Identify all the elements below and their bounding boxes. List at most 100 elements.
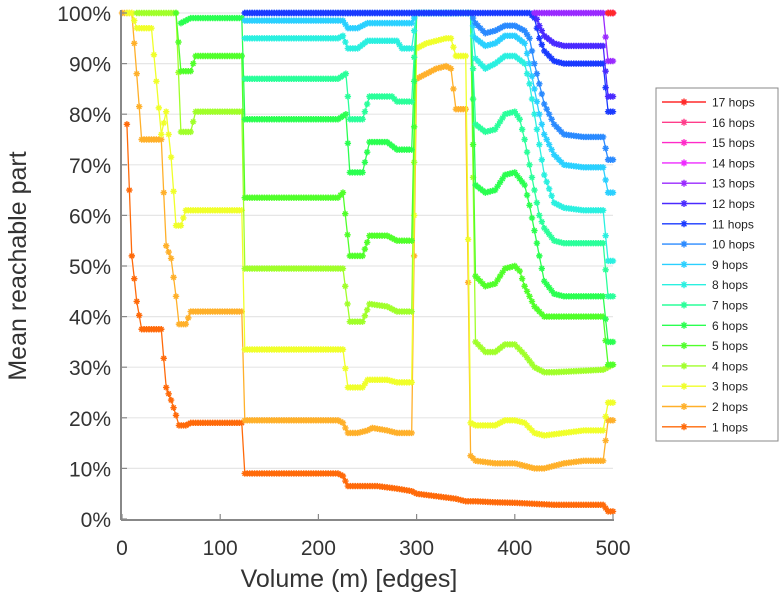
data-point bbox=[423, 70, 430, 77]
data-point bbox=[599, 313, 607, 320]
data-point bbox=[602, 315, 609, 323]
data-point bbox=[531, 85, 538, 93]
data-point bbox=[511, 341, 518, 348]
data-point bbox=[516, 116, 523, 123]
data-point bbox=[410, 212, 418, 219]
data-point bbox=[599, 164, 607, 171]
data-point bbox=[479, 280, 487, 287]
data-point bbox=[484, 64, 491, 71]
data-point bbox=[337, 471, 344, 478]
data-point bbox=[342, 111, 350, 118]
data-point bbox=[447, 65, 455, 72]
data-point bbox=[599, 133, 607, 141]
data-point bbox=[474, 275, 482, 282]
data-point bbox=[479, 346, 487, 353]
legend-label: 10 hops bbox=[712, 238, 755, 252]
data-point bbox=[415, 43, 423, 51]
data-point bbox=[602, 504, 609, 512]
data-point bbox=[356, 23, 364, 31]
data-point bbox=[538, 41, 546, 48]
data-point bbox=[545, 111, 553, 118]
data-point bbox=[514, 23, 521, 31]
data-point bbox=[489, 61, 496, 69]
data-point bbox=[472, 338, 479, 346]
data-point bbox=[361, 108, 369, 115]
data-point bbox=[602, 67, 609, 75]
data-point bbox=[680, 220, 688, 228]
data-point bbox=[474, 22, 482, 29]
data-point bbox=[518, 348, 526, 356]
data-point bbox=[521, 60, 528, 67]
data-point bbox=[359, 169, 366, 176]
data-point bbox=[550, 121, 558, 128]
data-point bbox=[609, 156, 617, 163]
data-point bbox=[602, 84, 609, 91]
data-point bbox=[339, 346, 347, 353]
data-point bbox=[150, 51, 158, 58]
data-point bbox=[170, 274, 177, 281]
data-point bbox=[474, 57, 482, 65]
data-point bbox=[533, 70, 541, 77]
data-point bbox=[602, 145, 609, 152]
data-point bbox=[555, 202, 563, 209]
data-point bbox=[386, 304, 393, 311]
data-point bbox=[533, 16, 541, 23]
data-point bbox=[175, 69, 182, 76]
data-point bbox=[536, 366, 543, 373]
data-point bbox=[558, 203, 565, 210]
data-point bbox=[185, 314, 192, 322]
data-point bbox=[496, 24, 504, 32]
series-line bbox=[126, 124, 613, 513]
legend-item: 15 hops bbox=[662, 136, 755, 150]
data-point bbox=[162, 384, 170, 391]
data-point bbox=[361, 312, 369, 319]
data-point bbox=[533, 240, 541, 247]
data-point bbox=[172, 9, 180, 17]
data-point bbox=[523, 288, 531, 295]
data-point bbox=[521, 181, 528, 189]
data-point bbox=[464, 236, 472, 243]
data-point bbox=[128, 9, 136, 17]
data-point bbox=[526, 424, 533, 432]
x-tick-label: 300 bbox=[399, 537, 434, 560]
x-tick-label: 500 bbox=[595, 537, 630, 560]
data-point bbox=[165, 248, 172, 256]
data-point bbox=[158, 136, 165, 143]
data-point bbox=[599, 60, 607, 67]
data-point bbox=[526, 35, 533, 42]
data-point bbox=[477, 24, 484, 32]
data-point bbox=[528, 95, 536, 103]
data-point bbox=[511, 262, 518, 270]
legend-label: 17 hops bbox=[712, 96, 755, 110]
data-point bbox=[131, 17, 138, 24]
legend-item: 3 hops bbox=[662, 380, 748, 394]
data-point bbox=[337, 418, 344, 425]
legend-item: 7 hops bbox=[662, 299, 748, 313]
data-point bbox=[541, 171, 548, 179]
legend-item: 13 hops bbox=[662, 177, 755, 191]
data-point bbox=[528, 73, 536, 80]
data-point bbox=[238, 419, 246, 427]
data-point bbox=[545, 52, 553, 60]
data-point bbox=[599, 42, 607, 50]
legend-label: 5 hops bbox=[712, 339, 748, 353]
data-point bbox=[167, 255, 175, 262]
series-line bbox=[244, 12, 613, 161]
data-point bbox=[442, 62, 450, 70]
data-point bbox=[172, 412, 180, 419]
data-point bbox=[680, 139, 688, 147]
data-point bbox=[511, 22, 518, 29]
y-tick-label: 10% bbox=[69, 458, 111, 481]
data-point bbox=[538, 90, 546, 98]
data-point bbox=[160, 189, 167, 196]
data-point bbox=[383, 232, 391, 239]
data-point bbox=[558, 128, 565, 136]
legend-label: 3 hops bbox=[712, 380, 748, 394]
data-point bbox=[541, 224, 548, 232]
data-point bbox=[602, 176, 609, 184]
data-point bbox=[541, 131, 548, 138]
data-point bbox=[531, 227, 538, 234]
data-point bbox=[337, 33, 344, 41]
data-point bbox=[462, 52, 469, 60]
